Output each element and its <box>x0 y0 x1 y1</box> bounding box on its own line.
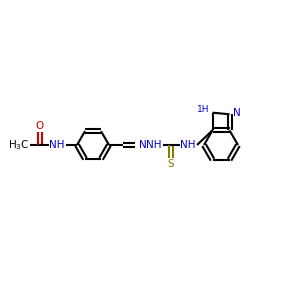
Text: O: O <box>36 121 44 131</box>
Text: H$_3$C: H$_3$C <box>8 138 30 152</box>
Text: S: S <box>168 159 174 169</box>
Text: 1H: 1H <box>197 105 209 114</box>
Text: NH: NH <box>146 140 162 150</box>
Text: NH: NH <box>49 140 65 150</box>
Text: N: N <box>139 140 147 150</box>
Text: NH: NH <box>180 140 196 150</box>
Text: N: N <box>232 108 240 118</box>
